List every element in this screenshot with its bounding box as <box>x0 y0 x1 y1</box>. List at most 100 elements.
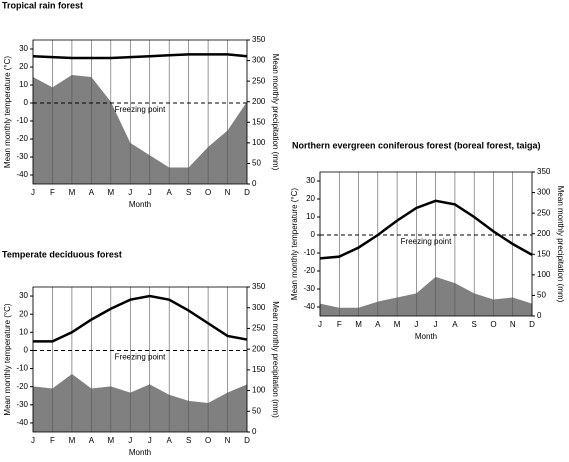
y2-axis-label: Mean monthly precipitation (mm) <box>556 186 565 303</box>
y2-tick-label: 350 <box>252 282 266 291</box>
y2-tick-label: 100 <box>252 138 266 147</box>
y2-tick-label: 0 <box>252 427 257 436</box>
y-tick-label: -10 <box>303 248 315 257</box>
y2-tick-label: 300 <box>537 188 551 197</box>
x-tick-label: A <box>375 320 381 329</box>
y-tick-label: -30 <box>16 400 28 409</box>
y2-tick-label: 300 <box>252 303 266 312</box>
x-tick-label: J <box>128 436 132 445</box>
y-tick-label: -10 <box>16 364 28 373</box>
x-tick-label: N <box>510 320 516 329</box>
y-tick-label: -30 <box>303 284 315 293</box>
y2-tick-label: 50 <box>537 291 546 300</box>
chart-title: Tropical rain forest <box>2 0 83 10</box>
y-tick-label: 30 <box>19 44 28 53</box>
x-tick-label: M <box>107 188 114 197</box>
y2-tick-label: 250 <box>537 208 551 217</box>
plot-frame <box>32 286 248 433</box>
y2-tick-label: 300 <box>252 56 266 65</box>
annotation: Freezing point <box>115 105 166 114</box>
x-tick-label: J <box>148 436 152 445</box>
x-tick-label: M <box>69 436 76 445</box>
chart-title: Temperate deciduous forest <box>2 249 122 259</box>
x-tick-label: N <box>225 188 231 197</box>
x-tick-label: M <box>69 188 76 197</box>
y-axis-label: Mean monthly temperature (°C) <box>290 188 299 300</box>
y2-tick-label: 150 <box>537 249 551 258</box>
x-tick-label: A <box>167 436 173 445</box>
y2-tick-label: 350 <box>537 167 551 176</box>
plot-frame <box>319 171 533 317</box>
x-tick-label: M <box>355 320 362 329</box>
y-tick-label: -40 <box>16 418 28 427</box>
x-tick-label: J <box>128 188 132 197</box>
precipitation-area <box>320 276 532 316</box>
y2-tick-label: 100 <box>252 386 266 395</box>
plot-frame <box>32 39 248 185</box>
annotation: Freezing point <box>115 353 166 362</box>
temperature-line <box>33 294 248 343</box>
precipitation-area <box>33 74 247 184</box>
y2-tick-label: 250 <box>252 76 266 85</box>
x-tick-label: F <box>50 436 55 445</box>
x-tick-label: J <box>318 320 322 329</box>
y-tick-label: 20 <box>306 194 315 203</box>
y2-axis-label: Mean monthly precipitation (mm) <box>271 301 280 418</box>
y2-tick-label: 200 <box>252 97 266 106</box>
y-tick-label: 10 <box>306 212 315 221</box>
x-tick-label: J <box>148 188 152 197</box>
x-tick-label: F <box>337 320 342 329</box>
y2-tick-label: 250 <box>252 324 266 333</box>
x-tick-label: M <box>394 320 401 329</box>
y-tick-label: 10 <box>19 327 28 336</box>
y-tick-label: -20 <box>303 266 315 275</box>
x-axis-label: Month <box>129 200 151 209</box>
x-tick-label: M <box>107 436 114 445</box>
x-tick-label: A <box>452 320 458 329</box>
y-tick-label: -30 <box>16 152 28 161</box>
x-tick-label: S <box>472 320 477 329</box>
y-tick-label: -40 <box>303 302 315 311</box>
y-axis-label: Mean monthly temperature (°C) <box>3 56 12 168</box>
y-tick-label: 30 <box>19 291 28 300</box>
x-tick-label: N <box>225 436 231 445</box>
y-axis-label: Mean monthly temperature (°C) <box>3 303 12 415</box>
temperature-line <box>32 53 248 60</box>
y-tick-label: 0 <box>24 98 29 107</box>
y-tick-label: 0 <box>311 230 316 239</box>
x-tick-label: S <box>186 188 191 197</box>
x-tick-label: A <box>167 188 173 197</box>
y-tick-label: 20 <box>19 62 28 71</box>
y-tick-label: -20 <box>16 382 28 391</box>
x-tick-label: D <box>244 188 250 197</box>
y2-tick-label: 100 <box>537 270 551 279</box>
y2-tick-label: 150 <box>252 117 266 126</box>
y2-tick-label: 50 <box>252 406 261 415</box>
x-tick-label: J <box>31 436 35 445</box>
y-tick-label: -10 <box>16 116 28 125</box>
x-tick-label: O <box>490 320 496 329</box>
y2-tick-label: 0 <box>537 311 542 320</box>
x-tick-label: J <box>31 188 35 197</box>
x-tick-label: J <box>414 320 418 329</box>
x-tick-label: D <box>529 320 535 329</box>
x-tick-label: J <box>434 320 438 329</box>
annotation: Freezing point <box>401 237 452 246</box>
x-axis-label: Month <box>129 448 151 457</box>
y2-tick-label: 150 <box>252 365 266 374</box>
precipitation-area <box>33 374 247 432</box>
x-tick-label: S <box>186 436 191 445</box>
chart-title: Northern evergreen coniferous forest (bo… <box>292 140 541 150</box>
y-tick-label: 0 <box>24 346 29 355</box>
x-tick-label: F <box>50 188 55 197</box>
y-tick-label: 10 <box>19 80 28 89</box>
x-tick-label: O <box>205 188 211 197</box>
temperature-line <box>319 199 533 260</box>
y-tick-label: -40 <box>16 170 28 179</box>
x-tick-label: O <box>205 436 211 445</box>
y2-axis-label: Mean monthly precipitation (mm) <box>271 54 280 171</box>
x-axis-label: Month <box>415 332 437 341</box>
y-tick-label: 30 <box>306 176 315 185</box>
y2-tick-label: 350 <box>252 35 266 44</box>
